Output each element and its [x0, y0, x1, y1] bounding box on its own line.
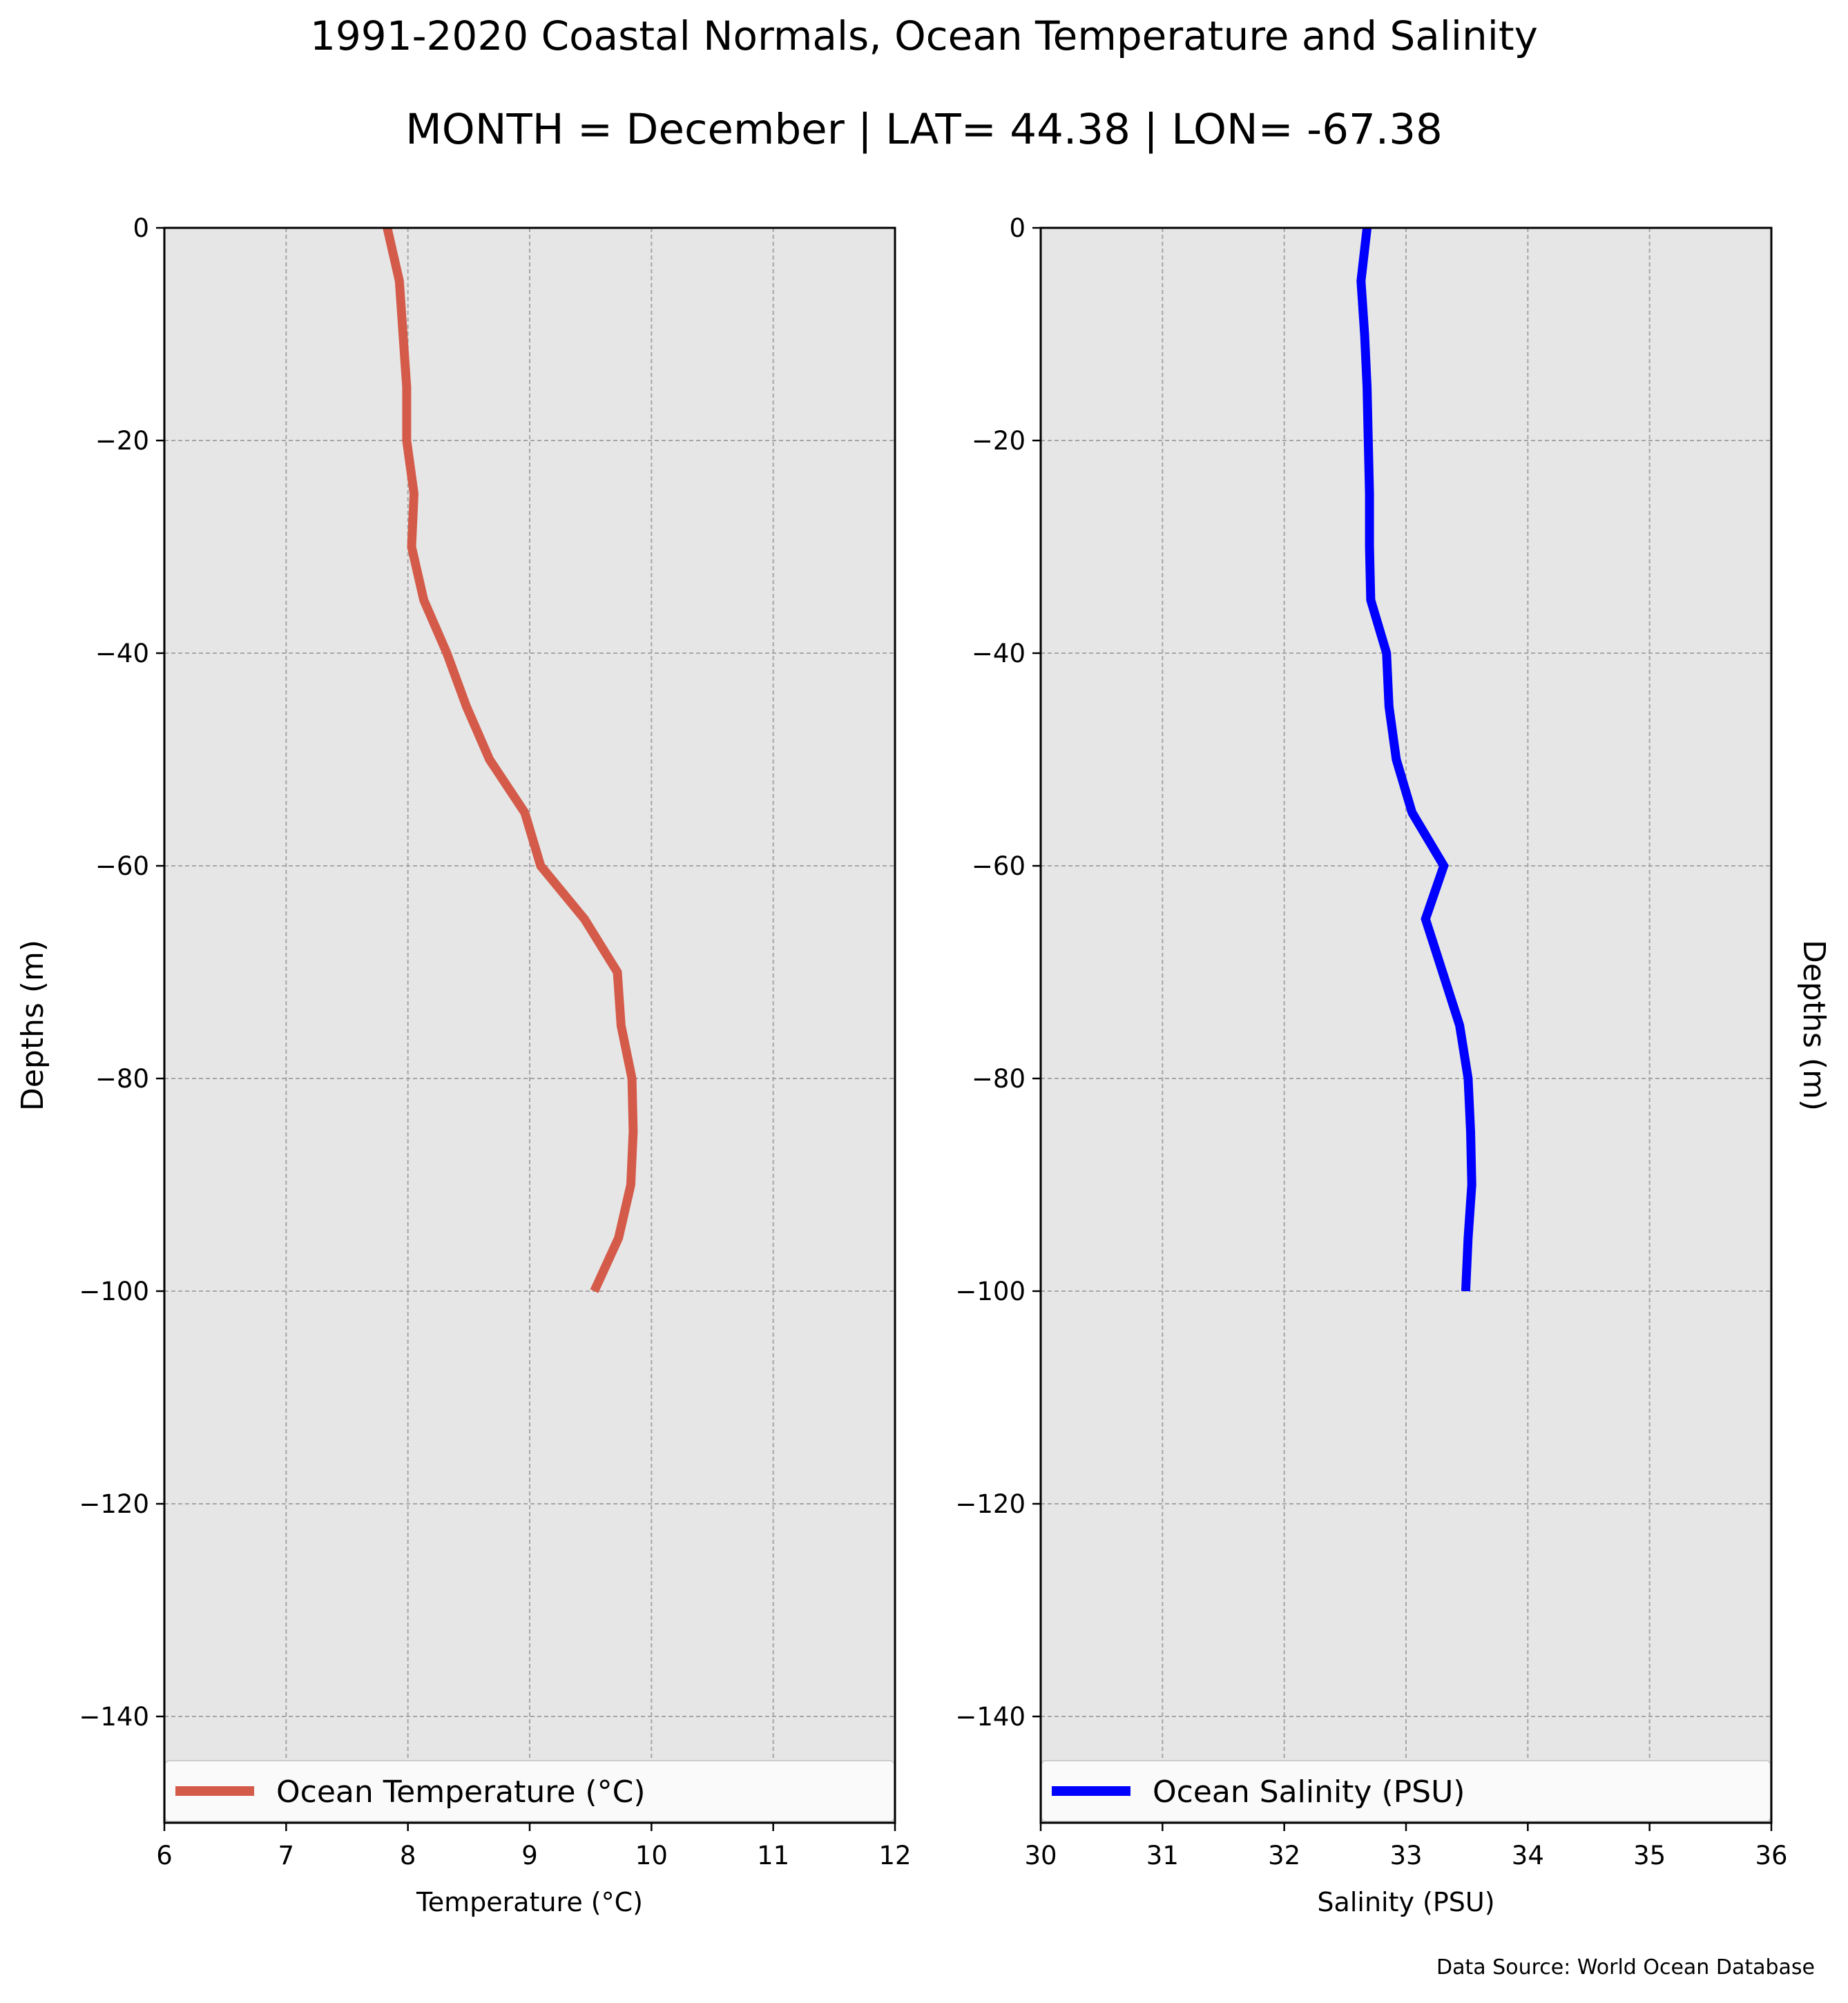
x-tick-label: 6 — [156, 1841, 173, 1870]
x-tick-label: 35 — [1633, 1841, 1666, 1870]
legend-label: Ocean Salinity (PSU) — [1153, 1774, 1465, 1810]
x-tick-label: 10 — [635, 1841, 668, 1870]
y-tick-label: −100 — [79, 1277, 149, 1306]
y-tick-label: −60 — [95, 851, 149, 881]
y-tick-label: −140 — [79, 1702, 149, 1732]
y-tick-label: −40 — [95, 639, 149, 668]
x-tick-label: 36 — [1755, 1841, 1787, 1870]
x-tick-label: 8 — [400, 1841, 416, 1870]
y-tick-label: −80 — [95, 1064, 149, 1094]
y-axis-label: Depths (m) — [1796, 940, 1831, 1111]
y-tick-label: −120 — [79, 1489, 149, 1519]
y-axis-label: Depths (m) — [15, 940, 50, 1111]
x-tick-label: 9 — [521, 1841, 538, 1870]
legend-label: Ocean Temperature (°C) — [276, 1774, 646, 1810]
y-tick-label: −100 — [955, 1277, 1026, 1306]
y-tick-label: 0 — [133, 213, 149, 243]
y-tick-label: −80 — [972, 1064, 1026, 1094]
y-tick-label: −140 — [955, 1702, 1026, 1732]
chart-panel-temperature: Ocean Temperature (°C) 6 7 8 9 10 11 12 0 −20 −40 −… — [15, 213, 912, 1917]
x-axis-label: Temperature (°C) — [416, 1887, 643, 1917]
x-tick-label: 33 — [1389, 1841, 1422, 1870]
chart-title: 1991-2020 Coastal Normals, Ocean Tempera… — [310, 12, 1538, 59]
y-tick-label: −20 — [972, 426, 1026, 456]
y-tick-label: −120 — [955, 1489, 1026, 1519]
y-tick-label: −40 — [972, 639, 1026, 668]
y-tick-label: −60 — [972, 851, 1026, 881]
x-tick-label: 32 — [1268, 1841, 1300, 1870]
x-tick-label: 11 — [757, 1841, 789, 1870]
x-tick-label: 7 — [278, 1841, 295, 1870]
y-tick-label: −20 — [95, 426, 149, 456]
x-axis-label: Salinity (PSU) — [1317, 1887, 1494, 1917]
x-tick-label: 12 — [878, 1841, 911, 1870]
x-tick-label: 34 — [1512, 1841, 1544, 1870]
chart-panel-salinity: Ocean Salinity (PSU) 30 31 32 33 34 35 36 0 −20 −4… — [955, 213, 1831, 1917]
x-tick-label: 31 — [1146, 1841, 1179, 1870]
legend: Ocean Salinity (PSU) — [1041, 1760, 1771, 1822]
series-line-salinity — [1356, 227, 1476, 1292]
chart-subtitle: MONTH = December | LAT= 44.38 | LON= -67… — [405, 105, 1443, 154]
data-source-note: Data Source: World Ocean Database — [1436, 1955, 1815, 1980]
series-line-temperature — [383, 226, 638, 1293]
legend: Ocean Temperature (°C) — [164, 1760, 895, 1822]
x-tick-label: 30 — [1024, 1841, 1057, 1870]
y-tick-label: 0 — [1009, 213, 1026, 243]
